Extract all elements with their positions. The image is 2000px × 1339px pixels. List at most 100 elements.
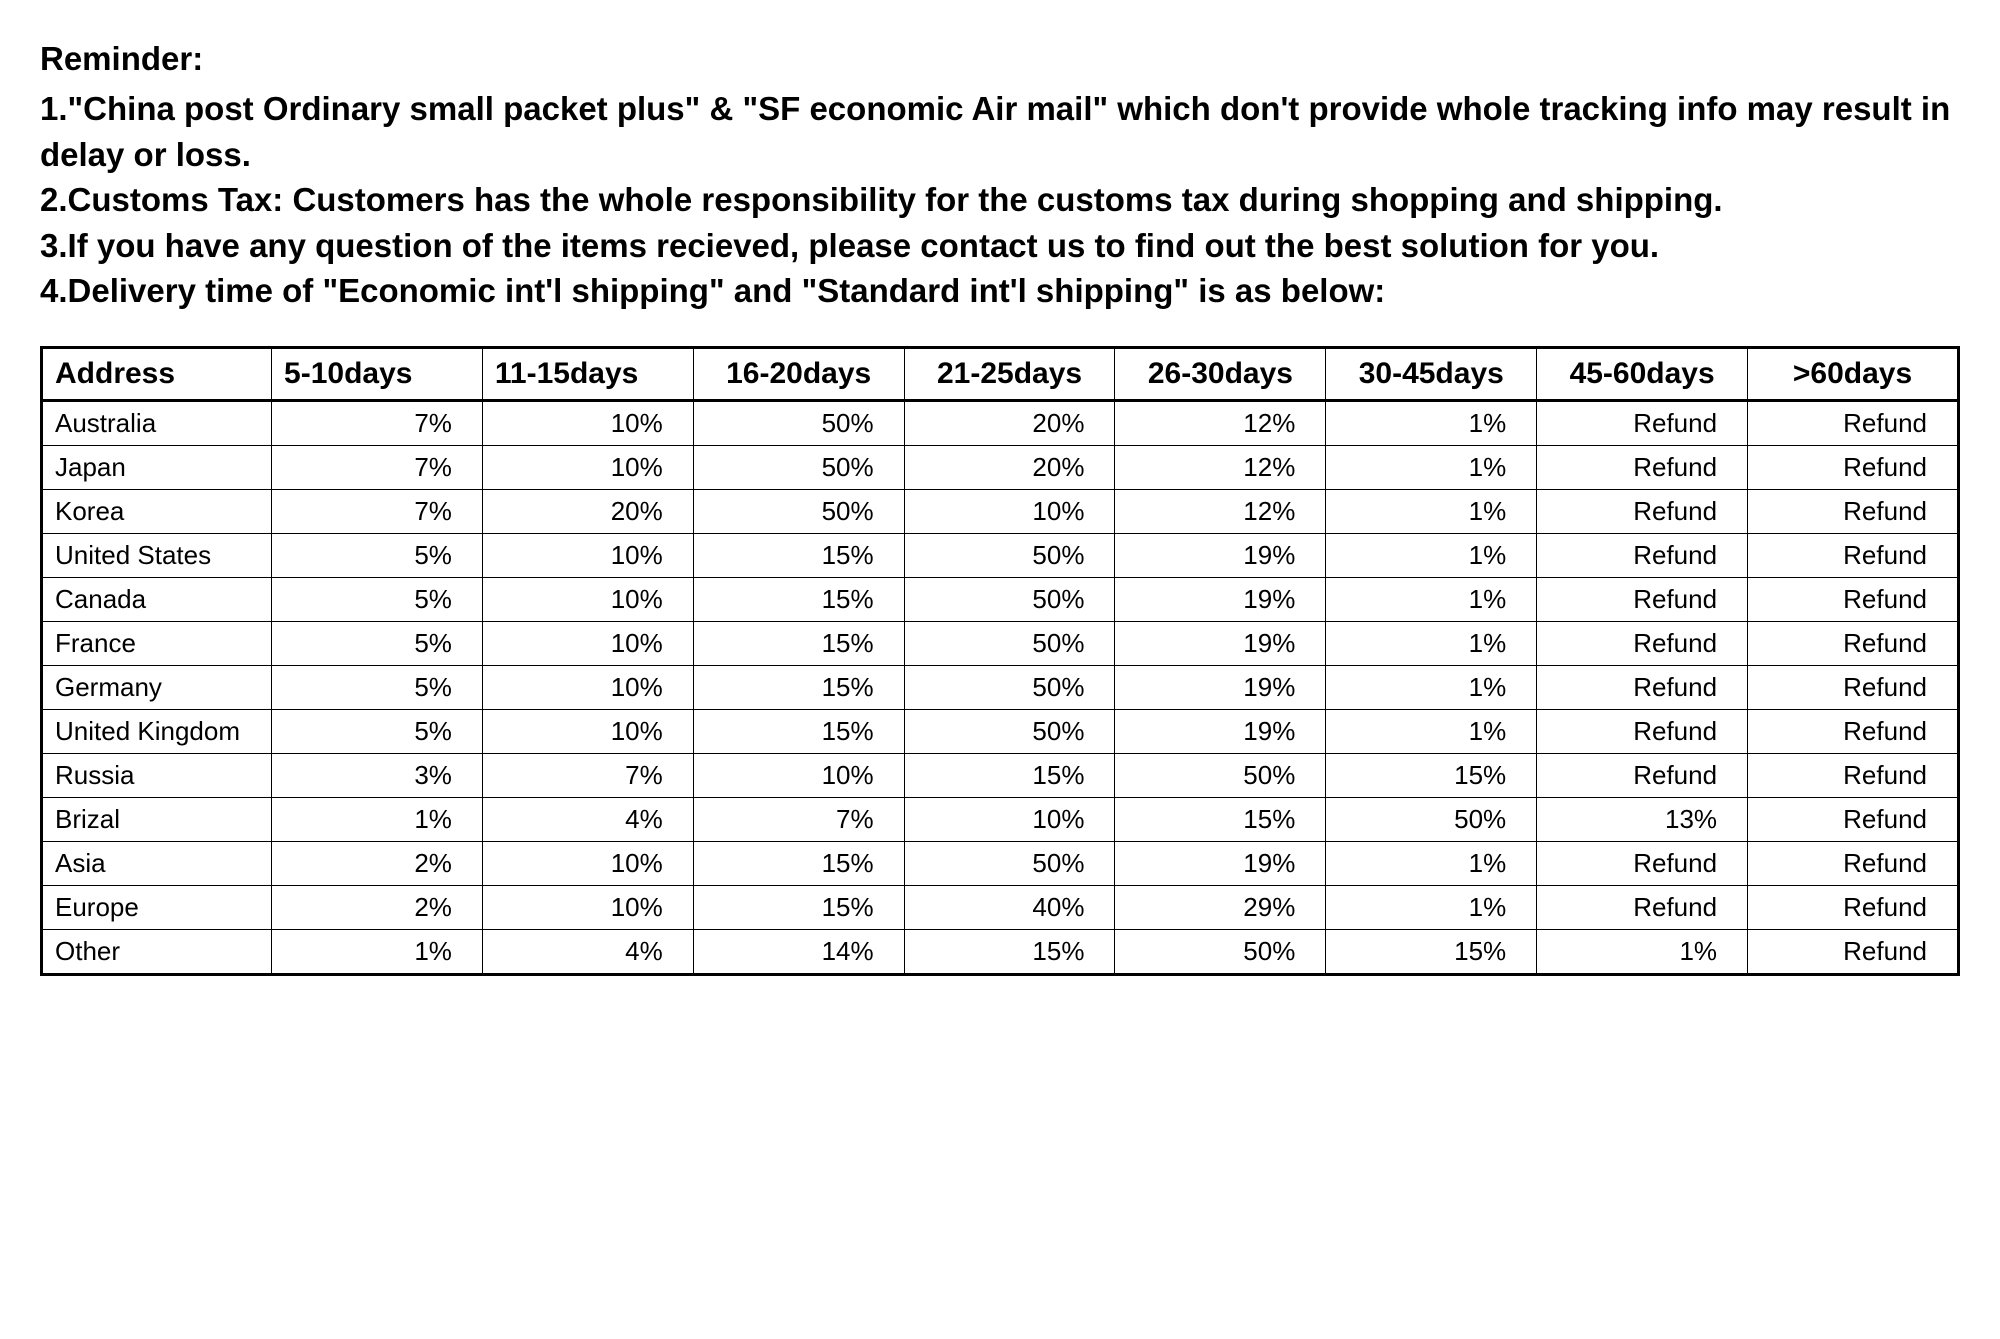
cell-address: Russia [42,753,272,797]
table-row: Germany5%10%15%50%19%1%RefundRefund [42,665,1959,709]
cell-value: 12% [1115,445,1326,489]
cell-value: Refund [1748,577,1959,621]
cell-value: 4% [482,929,693,974]
table-row: Japan7%10%50%20%12%1%RefundRefund [42,445,1959,489]
table-body: Australia7%10%50%20%12%1%RefundRefundJap… [42,400,1959,974]
col-header-45-60: 45-60days [1537,347,1748,400]
cell-address: France [42,621,272,665]
cell-value: 10% [482,841,693,885]
col-header-16-20: 16-20days [693,347,904,400]
cell-value: 2% [272,841,483,885]
cell-value: 1% [1326,841,1537,885]
cell-value: 10% [482,577,693,621]
cell-value: 1% [1326,489,1537,533]
cell-address: Brizal [42,797,272,841]
cell-value: 50% [693,400,904,445]
cell-value: 7% [272,489,483,533]
cell-value: Refund [1748,885,1959,929]
cell-value: 1% [272,929,483,974]
table-row: Europe2%10%15%40%29%1%RefundRefund [42,885,1959,929]
cell-value: 50% [1115,753,1326,797]
cell-value: 15% [1326,929,1537,974]
cell-value: 20% [482,489,693,533]
cell-value: Refund [1537,885,1748,929]
table-row: Other1%4%14%15%50%15%1%Refund [42,929,1959,974]
cell-address: Australia [42,400,272,445]
cell-value: 15% [693,709,904,753]
cell-value: 1% [1326,445,1537,489]
cell-value: Refund [1748,753,1959,797]
cell-value: 10% [482,621,693,665]
cell-value: Refund [1537,489,1748,533]
cell-address: Japan [42,445,272,489]
cell-address: Germany [42,665,272,709]
reminder-line-1: 1."China post Ordinary small packet plus… [40,86,1960,177]
cell-value: 19% [1115,533,1326,577]
cell-value: 20% [904,400,1115,445]
cell-value: 10% [904,797,1115,841]
cell-value: 12% [1115,489,1326,533]
cell-value: 1% [1326,533,1537,577]
cell-value: Refund [1748,621,1959,665]
table-row: Canada5%10%15%50%19%1%RefundRefund [42,577,1959,621]
cell-value: 12% [1115,400,1326,445]
cell-value: 5% [272,533,483,577]
reminder-title: Reminder: [40,40,1960,78]
cell-value: 7% [693,797,904,841]
cell-value: 15% [693,841,904,885]
cell-value: 19% [1115,841,1326,885]
cell-value: 7% [272,400,483,445]
cell-value: 15% [904,929,1115,974]
cell-value: 5% [272,621,483,665]
cell-value: 1% [1326,885,1537,929]
reminder-line-2: 2.Customs Tax: Customers has the whole r… [40,177,1960,223]
cell-address: Canada [42,577,272,621]
table-row: Australia7%10%50%20%12%1%RefundRefund [42,400,1959,445]
cell-value: 13% [1537,797,1748,841]
table-row: Korea7%20%50%10%12%1%RefundRefund [42,489,1959,533]
table-header: Address 5-10days 11-15days 16-20days 21-… [42,347,1959,400]
cell-value: 1% [1326,621,1537,665]
cell-value: 5% [272,709,483,753]
cell-value: 15% [1115,797,1326,841]
cell-value: 19% [1115,709,1326,753]
cell-value: Refund [1537,709,1748,753]
cell-address: United States [42,533,272,577]
cell-value: 7% [482,753,693,797]
cell-value: 10% [482,445,693,489]
cell-address: United Kingdom [42,709,272,753]
col-header-21-25: 21-25days [904,347,1115,400]
cell-value: 15% [1326,753,1537,797]
cell-value: 15% [693,621,904,665]
cell-value: 19% [1115,621,1326,665]
cell-value: 10% [482,709,693,753]
cell-value: 15% [693,665,904,709]
cell-value: 1% [1326,577,1537,621]
reminder-line-4: 4.Delivery time of "Economic int'l shipp… [40,268,1960,314]
cell-value: 29% [1115,885,1326,929]
table-row: United States5%10%15%50%19%1%RefundRefun… [42,533,1959,577]
cell-value: 50% [693,489,904,533]
cell-value: 50% [693,445,904,489]
cell-value: 7% [272,445,483,489]
col-header-11-15: 11-15days [482,347,693,400]
cell-value: 15% [693,577,904,621]
table-row: France5%10%15%50%19%1%RefundRefund [42,621,1959,665]
col-header-5-10: 5-10days [272,347,483,400]
cell-value: Refund [1537,400,1748,445]
delivery-time-table: Address 5-10days 11-15days 16-20days 21-… [40,346,1960,976]
cell-value: 1% [1326,709,1537,753]
cell-value: 10% [482,885,693,929]
cell-value: 50% [904,621,1115,665]
table-row: Russia3%7%10%15%50%15%RefundRefund [42,753,1959,797]
cell-value: 1% [272,797,483,841]
cell-value: 1% [1326,400,1537,445]
cell-address: Europe [42,885,272,929]
cell-value: Refund [1748,533,1959,577]
cell-value: Refund [1537,533,1748,577]
cell-value: 1% [1326,665,1537,709]
reminder-line-3: 3.If you have any question of the items … [40,223,1960,269]
cell-value: Refund [1748,665,1959,709]
cell-value: 5% [272,665,483,709]
cell-value: 10% [482,665,693,709]
